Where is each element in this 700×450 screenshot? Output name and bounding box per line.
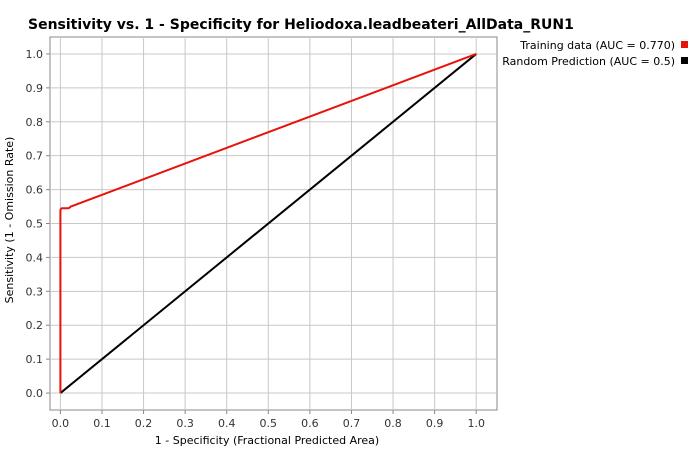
x-tick-label: 0.9 — [426, 417, 444, 430]
y-tick-label: 0.2 — [26, 319, 44, 332]
x-tick-label: 1.0 — [467, 417, 485, 430]
x-tick-label: 0.8 — [384, 417, 402, 430]
chart-title: Sensitivity vs. 1 - Specificity for Heli… — [28, 17, 574, 33]
legend-swatch-training — [681, 41, 688, 48]
x-tick-label: 0.3 — [176, 417, 194, 430]
x-tick-label: 0.1 — [93, 417, 111, 430]
y-tick-label: 0.1 — [26, 353, 44, 366]
y-tick-label: 0.9 — [26, 82, 44, 95]
y-tick-label: 0.4 — [26, 251, 44, 264]
y-axis-label: Sensitivity (1 - Omission Rate) — [3, 137, 16, 304]
training-data-line — [59, 53, 477, 394]
x-tick-label: 0.5 — [260, 417, 278, 430]
legend-label-random: Random Prediction (AUC = 0.5) — [502, 55, 675, 68]
x-tick-label: 0.4 — [218, 417, 236, 430]
x-tick-label: 0.7 — [343, 417, 361, 430]
legend: Training data (AUC = 0.770) Random Predi… — [502, 39, 688, 68]
x-tick-label: 0.2 — [135, 417, 153, 430]
y-tick-label: 0.0 — [26, 387, 44, 400]
series-lines — [59, 53, 477, 394]
y-tick-label: 0.5 — [26, 218, 44, 231]
y-tick-label: 1.0 — [26, 48, 44, 61]
axis-ticks: 0.0 0.1 0.2 0.3 0.4 0.5 0.6 0.7 0.8 0.9 1.0 0.0 0.1 0… — [26, 48, 485, 430]
y-tick-label: 0.7 — [26, 150, 44, 163]
legend-label-training: Training data (AUC = 0.770) — [519, 39, 675, 52]
y-tick-label: 0.6 — [26, 184, 44, 197]
y-tick-label: 0.8 — [26, 116, 44, 129]
y-tick-label: 0.3 — [26, 285, 44, 298]
random-prediction-line — [59, 53, 477, 394]
x-tick-label: 0.6 — [301, 417, 319, 430]
x-tick-label: 0.0 — [52, 417, 70, 430]
legend-swatch-random — [681, 57, 688, 64]
x-axis-label: 1 - Specificity (Fractional Predicted Ar… — [155, 434, 379, 447]
